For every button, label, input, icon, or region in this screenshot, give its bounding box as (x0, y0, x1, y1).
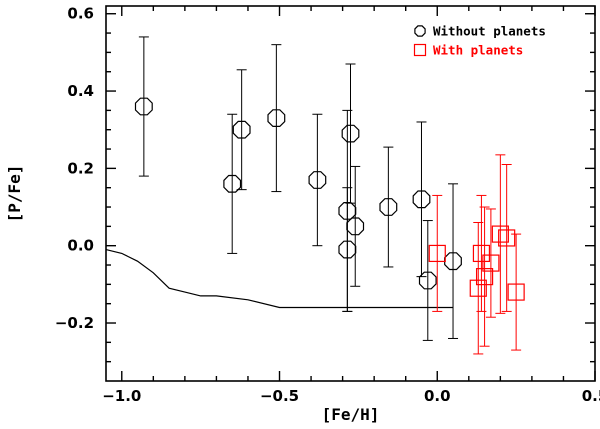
without-planets-marker (134, 97, 153, 116)
x-tick-label: 0.0 (424, 387, 451, 405)
x-axis-ticks (121, 6, 596, 381)
with-planets-marker (498, 229, 516, 247)
without-planets-marker (341, 124, 360, 143)
data-point-without-planets (341, 63, 360, 204)
with-planets-marker (469, 279, 487, 297)
model-curve (105, 249, 453, 309)
x-axis-tick-labels: −1.0 −0.5 0.0 0.5 (102, 387, 600, 405)
without-planets-marker (346, 217, 365, 236)
y-tick-label: 0.6 (67, 5, 94, 23)
data-point-with-planets (428, 194, 446, 312)
data-point-without-planets (412, 121, 431, 278)
data-point-with-planets (507, 233, 525, 351)
y-axis-tick-labels: −0.2 0.0 0.2 0.4 0.6 (55, 5, 94, 332)
legend-label-without-planets: Without planets (433, 24, 546, 39)
plot-area (105, 36, 525, 355)
without-planets-marker (223, 174, 242, 193)
with-planets-marker (507, 283, 525, 301)
data-point-with-planets (469, 221, 487, 355)
y-axis-ticks (106, 13, 595, 363)
with-planets-marker (428, 244, 446, 263)
x-tick-label: −0.5 (260, 387, 299, 405)
y-tick-label: 0.4 (67, 82, 94, 100)
data-point-without-planets (223, 113, 242, 254)
data-point-with-planets (482, 208, 500, 318)
without-planets-marker (412, 190, 431, 209)
series-with-planets (428, 154, 525, 355)
legend-marker-without-planets (414, 25, 426, 37)
with-planets-marker (482, 254, 500, 272)
data-point-with-planets (498, 164, 516, 312)
without-planets-marker (418, 271, 437, 290)
y-tick-label: −0.2 (55, 314, 94, 332)
with-planets-marker (491, 225, 509, 243)
data-point-without-planets (267, 44, 286, 193)
plot-frame (105, 5, 596, 382)
without-planets-marker (232, 120, 251, 139)
data-point-with-planets (491, 154, 509, 314)
legend-square-icon (413, 43, 427, 57)
data-point-without-planets (346, 165, 365, 287)
with-planets-marker (475, 268, 494, 286)
without-planets-marker (338, 202, 357, 220)
x-tick-label: −1.0 (102, 387, 141, 405)
series-without-planets (134, 36, 462, 341)
legend: Without planets With planets (413, 24, 546, 58)
data-point-without-planets (134, 36, 153, 177)
legend-marker-with-planets (413, 43, 427, 57)
without-planets-marker (267, 109, 286, 128)
without-planets-marker (379, 198, 398, 216)
data-point-with-planets (472, 194, 491, 312)
data-point-without-planets (379, 146, 398, 268)
data-point-without-planets (418, 220, 437, 341)
y-tick-label: 0.0 (67, 237, 94, 255)
data-point-without-planets (232, 69, 251, 191)
legend-label-with-planets: With planets (433, 43, 523, 58)
data-point-with-planets (475, 206, 494, 347)
y-axis-title: [P/Fe] (5, 165, 24, 223)
legend-octagon-icon (414, 25, 426, 37)
without-planets-marker (308, 171, 327, 189)
x-axis-title: [Fe/H] (322, 405, 380, 424)
data-point-without-planets (308, 113, 327, 247)
without-planets-marker (338, 240, 357, 259)
with-planets-marker (472, 244, 491, 263)
x-tick-label: 0.5 (582, 387, 600, 405)
y-tick-label: 0.2 (67, 159, 94, 177)
